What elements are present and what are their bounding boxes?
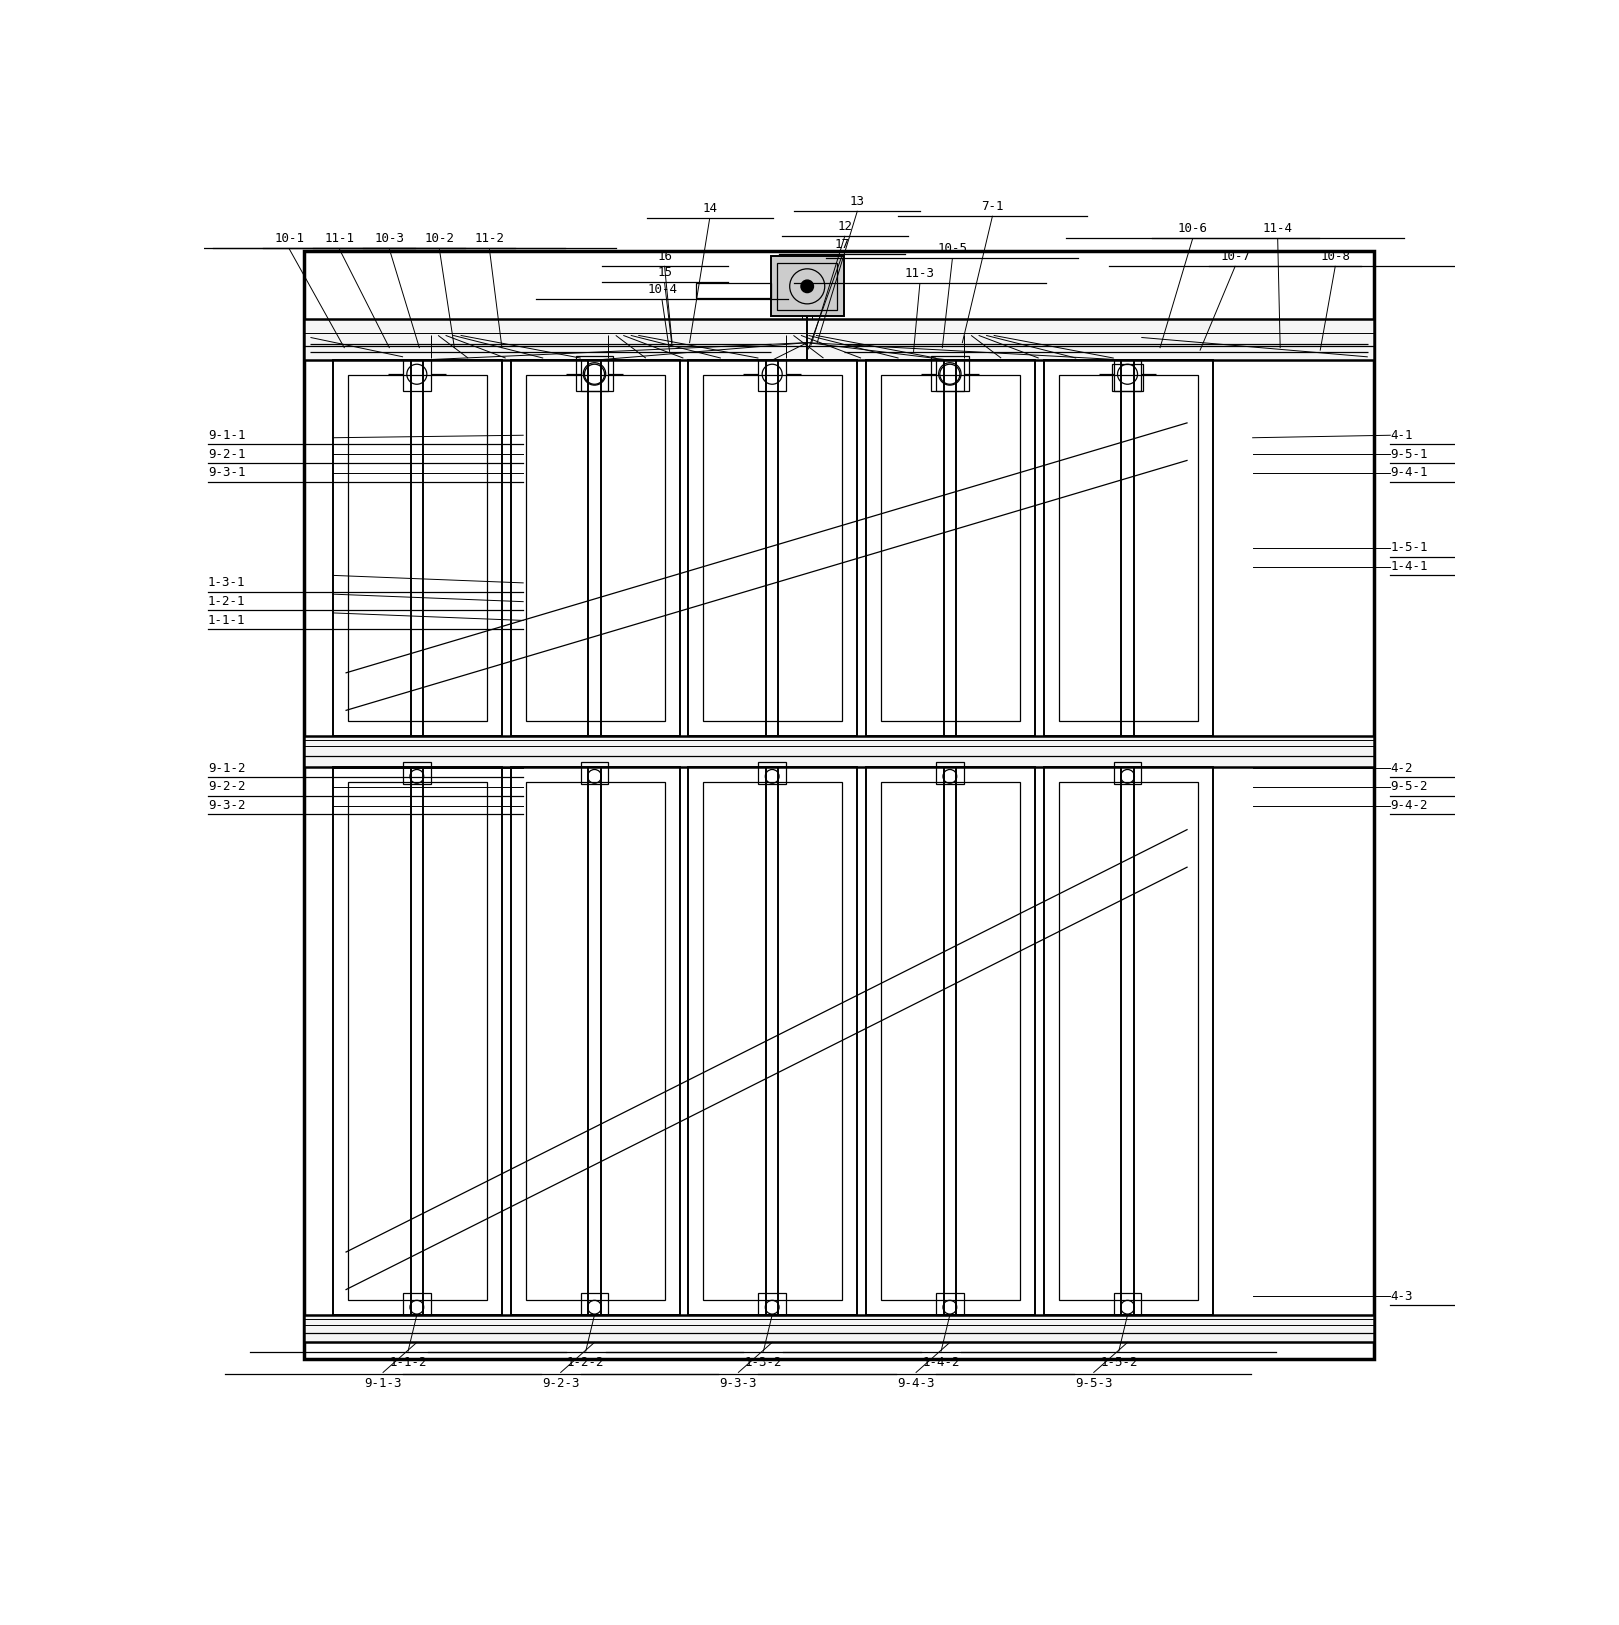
- Bar: [881, 782, 1020, 1300]
- Text: 14: 14: [703, 202, 717, 214]
- Text: 10-7: 10-7: [1221, 250, 1250, 263]
- Text: 1-2-1: 1-2-1: [207, 595, 246, 608]
- Text: 9-5-3: 9-5-3: [1075, 1378, 1112, 1391]
- Bar: [696, 283, 771, 299]
- Text: 9-1-1: 9-1-1: [207, 429, 246, 442]
- Bar: [334, 361, 502, 736]
- Bar: [1114, 361, 1141, 392]
- Text: 9-1-2: 9-1-2: [207, 762, 246, 775]
- Text: 4-3: 4-3: [1391, 1290, 1413, 1303]
- Text: 10-4: 10-4: [648, 283, 677, 296]
- Text: 1-4-2: 1-4-2: [923, 1357, 960, 1370]
- Bar: [1044, 767, 1213, 1315]
- Text: 1-3-2: 1-3-2: [745, 1357, 782, 1370]
- Text: 12: 12: [837, 219, 852, 232]
- Bar: [334, 767, 502, 1315]
- Text: 10-3: 10-3: [374, 232, 405, 245]
- Bar: [403, 1294, 431, 1315]
- Bar: [936, 361, 963, 392]
- Text: 1-4-1: 1-4-1: [1391, 561, 1428, 574]
- Text: 16: 16: [657, 250, 672, 263]
- Text: 9-3-2: 9-3-2: [207, 800, 246, 812]
- Bar: [771, 257, 843, 317]
- Text: 9-3-3: 9-3-3: [720, 1378, 758, 1391]
- Bar: [581, 762, 609, 783]
- Bar: [304, 736, 1375, 767]
- Text: 1-1-2: 1-1-2: [389, 1357, 427, 1370]
- Text: 1-2-2: 1-2-2: [567, 1357, 604, 1370]
- Text: 1-1-1: 1-1-1: [207, 614, 246, 627]
- Text: 9-4-2: 9-4-2: [1391, 800, 1428, 812]
- Text: 9-1-3: 9-1-3: [364, 1378, 402, 1391]
- Bar: [1044, 361, 1213, 736]
- Text: 17: 17: [835, 239, 850, 252]
- Bar: [1059, 375, 1198, 720]
- Bar: [510, 767, 680, 1315]
- Bar: [1114, 762, 1141, 783]
- Bar: [758, 1294, 785, 1315]
- Text: 9-5-2: 9-5-2: [1391, 780, 1428, 793]
- Text: 11-1: 11-1: [324, 232, 355, 245]
- Text: 15: 15: [657, 266, 672, 279]
- Bar: [703, 375, 842, 720]
- Text: 13: 13: [850, 195, 865, 208]
- Bar: [576, 356, 614, 392]
- Bar: [304, 252, 1375, 1358]
- Text: 4-1: 4-1: [1391, 429, 1413, 442]
- Text: 10-2: 10-2: [424, 232, 455, 245]
- Bar: [881, 375, 1020, 720]
- Text: 9-5-1: 9-5-1: [1391, 447, 1428, 460]
- Bar: [526, 375, 664, 720]
- Text: 10-6: 10-6: [1177, 223, 1208, 236]
- Text: 4-2: 4-2: [1391, 762, 1413, 775]
- Bar: [526, 782, 664, 1300]
- Bar: [936, 1294, 963, 1315]
- Text: 9-2-3: 9-2-3: [542, 1378, 580, 1391]
- Text: 1-5-2: 1-5-2: [1099, 1357, 1138, 1370]
- Bar: [348, 782, 487, 1300]
- Bar: [688, 767, 858, 1315]
- Text: 7-1: 7-1: [981, 200, 1004, 213]
- Bar: [866, 767, 1035, 1315]
- Text: 11-2: 11-2: [474, 232, 505, 245]
- Bar: [688, 361, 858, 736]
- Bar: [703, 782, 842, 1300]
- Bar: [581, 1294, 609, 1315]
- Text: 9-2-1: 9-2-1: [207, 447, 246, 460]
- Text: 10-1: 10-1: [274, 232, 304, 245]
- Text: 11-3: 11-3: [905, 266, 934, 279]
- Bar: [936, 762, 963, 783]
- Text: 9-3-1: 9-3-1: [207, 466, 246, 479]
- Bar: [348, 375, 487, 720]
- Text: 10-8: 10-8: [1319, 250, 1350, 263]
- Text: 9-4-1: 9-4-1: [1391, 466, 1428, 479]
- Bar: [581, 361, 609, 392]
- Bar: [866, 361, 1035, 736]
- Text: 10-5: 10-5: [937, 242, 968, 255]
- Text: 1-5-1: 1-5-1: [1391, 541, 1428, 554]
- Bar: [403, 762, 431, 783]
- Bar: [1059, 782, 1198, 1300]
- Bar: [304, 318, 1375, 361]
- Bar: [304, 1315, 1375, 1342]
- Bar: [777, 263, 837, 310]
- Text: 9-4-3: 9-4-3: [897, 1378, 934, 1391]
- Bar: [1114, 1294, 1141, 1315]
- Bar: [403, 361, 431, 392]
- Bar: [758, 762, 785, 783]
- Bar: [931, 356, 968, 392]
- Text: 1-3-1: 1-3-1: [207, 577, 246, 590]
- Circle shape: [801, 280, 813, 292]
- Bar: [1112, 364, 1143, 392]
- Bar: [758, 361, 785, 392]
- Text: 9-2-2: 9-2-2: [207, 780, 246, 793]
- Bar: [510, 361, 680, 736]
- Text: 11-4: 11-4: [1263, 223, 1292, 236]
